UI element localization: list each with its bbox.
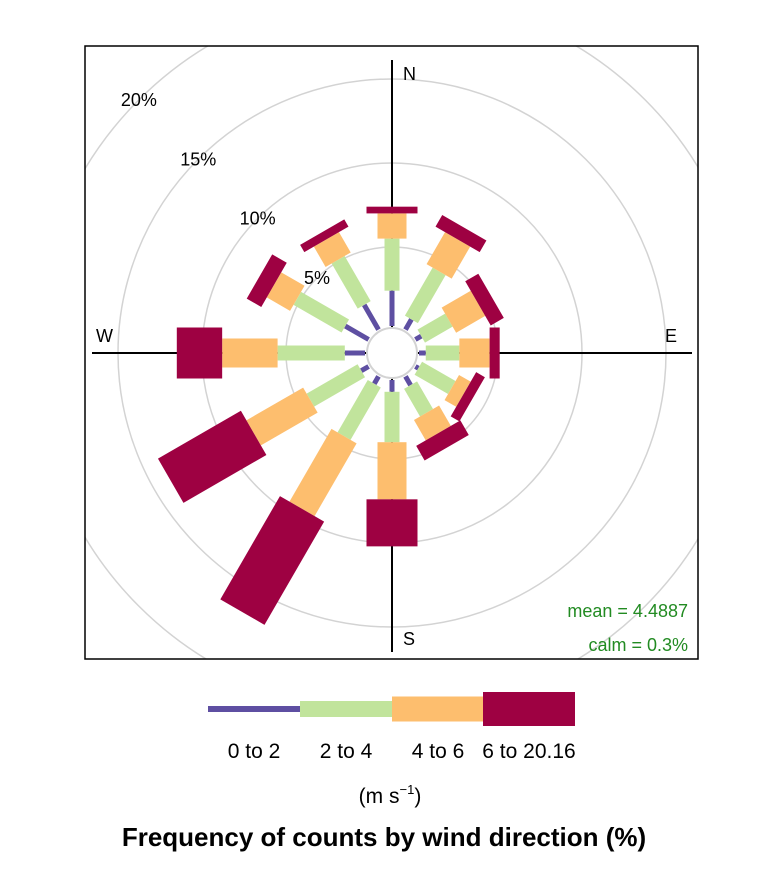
legend-swatch [483,692,575,726]
bar-segment-60deg-0 [414,333,423,342]
bar-segment-300deg-2 [266,272,305,311]
bar-segment-210deg-1 [337,379,381,440]
bar-segment-270deg-1 [277,345,345,361]
bar-segment-90deg-0 [419,350,426,356]
bar-segment-150deg-1 [404,381,434,417]
ring-labels: 5% 10% 15% 20% [121,90,330,288]
mean-label: mean = 4.4887 [567,601,688,621]
bar-segment-180deg-0 [389,380,395,392]
bar-segment-240deg-2 [246,387,318,446]
legend-label: 2 to 4 [320,740,373,763]
bar-segment-240deg-0 [360,364,370,373]
legend-swatch [208,706,300,712]
bar-segment-60deg-3 [465,273,504,326]
legend: 0 to 2 2 to 4 4 to 6 6 to 20.16 [208,692,576,763]
bar-segment-30deg-2 [426,232,471,279]
bar-segment-180deg-2 [377,442,407,500]
bar-segment-0deg-0 [389,290,395,326]
bar-segment-150deg-3 [416,420,469,461]
bar-segment-330deg-2 [313,232,351,267]
ring-label: 5% [304,268,330,288]
bar-segment-0deg-3 [366,206,418,214]
ring-label: 20% [121,90,157,110]
bar-segment-90deg-2 [459,338,490,368]
bar-segment-180deg-3 [366,499,418,547]
calm-circle [366,327,418,379]
bar-segment-0deg-1 [384,238,400,291]
bar-segment-120deg-1 [414,361,456,395]
compass-label-e: E [665,326,677,346]
bar-segment-0deg-2 [377,213,407,239]
bar-segment-120deg-0 [414,364,420,371]
bar-segment-300deg-3 [246,254,287,307]
bar-segment-150deg-0 [403,375,413,387]
bar-segment-60deg-2 [441,290,486,333]
bar-segment-240deg-3 [157,410,267,503]
bar-segment-30deg-3 [435,214,487,253]
bar-segment-210deg-2 [289,428,357,517]
compass-label-w: W [96,326,113,346]
bar-segment-300deg-0 [344,323,370,342]
ring-label: 10% [240,209,276,229]
bar-segment-120deg-3 [450,372,485,422]
bar-segment-60deg-1 [417,313,453,343]
bar-segment-330deg-1 [331,255,371,309]
bar-segment-300deg-1 [293,291,350,333]
bar-segment-30deg-0 [403,318,414,331]
legend-label: 4 to 6 [412,740,465,763]
compass-label-s: S [403,629,415,649]
legend-label: 0 to 2 [228,740,281,763]
calm-label: calm = 0.3% [588,635,688,655]
bar-segment-210deg-3 [220,496,325,625]
bar-segment-330deg-3 [300,219,349,253]
legend-label: 6 to 20.16 [482,740,575,763]
bar-segment-270deg-3 [176,327,223,379]
ring-label: 15% [180,149,216,169]
bar-segment-120deg-2 [444,374,471,407]
bar-segment-270deg-2 [222,338,278,368]
bar-segment-90deg-3 [489,327,500,379]
legend-swatch [300,701,392,717]
bar-segment-270deg-0 [344,350,365,356]
bar-segment-90deg-1 [425,345,460,361]
bar-segment-30deg-1 [404,267,446,324]
units-label: (m s−1) [359,782,422,808]
bar-segment-210deg-0 [372,375,381,385]
legend-swatch [392,696,483,722]
wind-rose-bars [157,206,504,625]
bar-segment-330deg-0 [362,303,381,331]
compass-label-n: N [403,64,416,84]
plot-frame [84,45,699,660]
bar-segment-180deg-1 [384,391,400,443]
chart-title: Frequency of counts by wind direction (%… [122,822,646,852]
bar-segment-240deg-1 [306,364,366,407]
bar-segment-150deg-2 [413,405,451,441]
